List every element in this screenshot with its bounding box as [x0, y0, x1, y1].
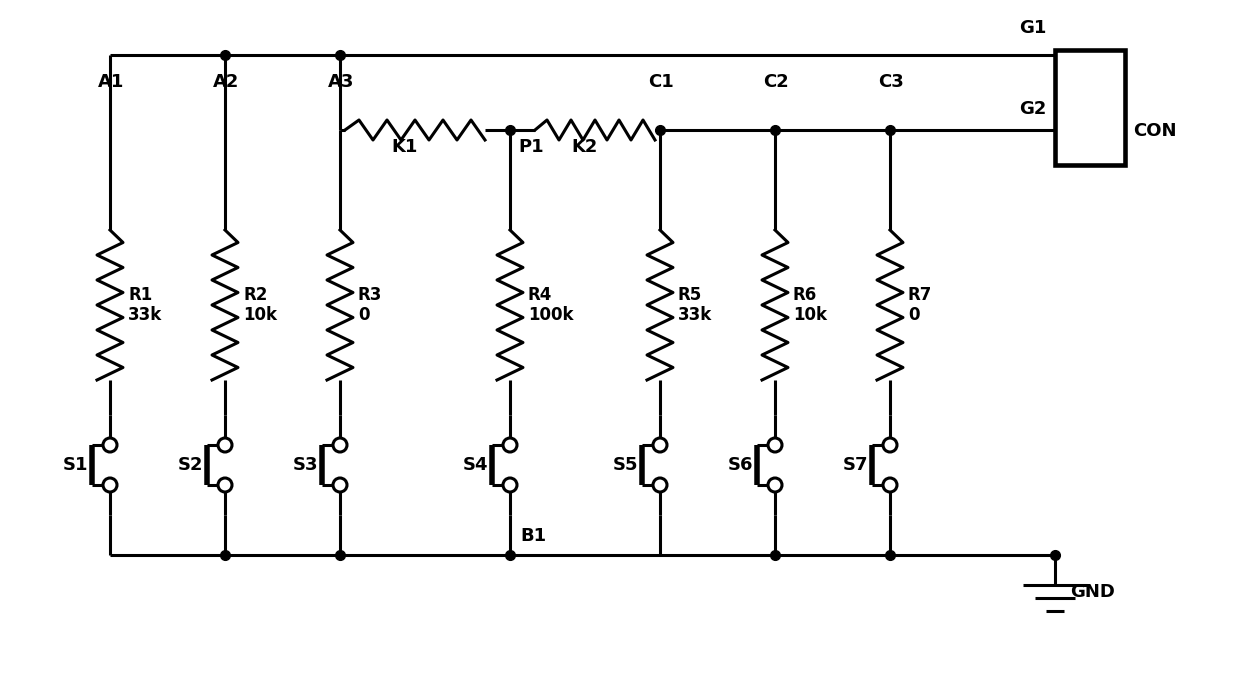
Circle shape	[334, 438, 347, 452]
Circle shape	[883, 438, 897, 452]
Text: K2: K2	[572, 138, 598, 156]
Circle shape	[883, 478, 897, 492]
Circle shape	[103, 438, 117, 452]
Text: K1: K1	[392, 138, 418, 156]
Text: S7: S7	[842, 456, 868, 474]
Text: S5: S5	[613, 456, 639, 474]
Circle shape	[503, 478, 517, 492]
Text: S3: S3	[293, 456, 317, 474]
Text: S2: S2	[177, 456, 203, 474]
Text: R6
10k: R6 10k	[794, 286, 827, 324]
Text: S6: S6	[728, 456, 753, 474]
Text: C2: C2	[763, 73, 789, 91]
Text: R4
100k: R4 100k	[528, 286, 573, 324]
Text: S4: S4	[463, 456, 489, 474]
Circle shape	[768, 478, 782, 492]
Circle shape	[334, 478, 347, 492]
Text: A2: A2	[213, 73, 239, 91]
Text: C1: C1	[649, 73, 673, 91]
Text: B1: B1	[520, 527, 546, 545]
Circle shape	[218, 438, 232, 452]
Text: R5
33k: R5 33k	[678, 286, 712, 324]
Text: R7
0: R7 0	[908, 286, 932, 324]
Text: GND: GND	[1070, 583, 1115, 601]
Text: S1: S1	[62, 456, 88, 474]
Text: P1: P1	[518, 138, 543, 156]
Text: R1
33k: R1 33k	[128, 286, 162, 324]
Circle shape	[768, 438, 782, 452]
Text: A3: A3	[329, 73, 355, 91]
Text: CON: CON	[1133, 121, 1177, 139]
Text: C3: C3	[878, 73, 904, 91]
Bar	[1055, 50, 1125, 165]
Text: R2
10k: R2 10k	[243, 286, 277, 324]
Text: A1: A1	[98, 73, 124, 91]
Text: G1: G1	[1019, 19, 1047, 37]
Circle shape	[653, 478, 667, 492]
Circle shape	[218, 478, 232, 492]
Circle shape	[503, 438, 517, 452]
Circle shape	[103, 478, 117, 492]
Circle shape	[653, 438, 667, 452]
Text: R3
0: R3 0	[358, 286, 382, 324]
Text: G2: G2	[1019, 100, 1047, 118]
